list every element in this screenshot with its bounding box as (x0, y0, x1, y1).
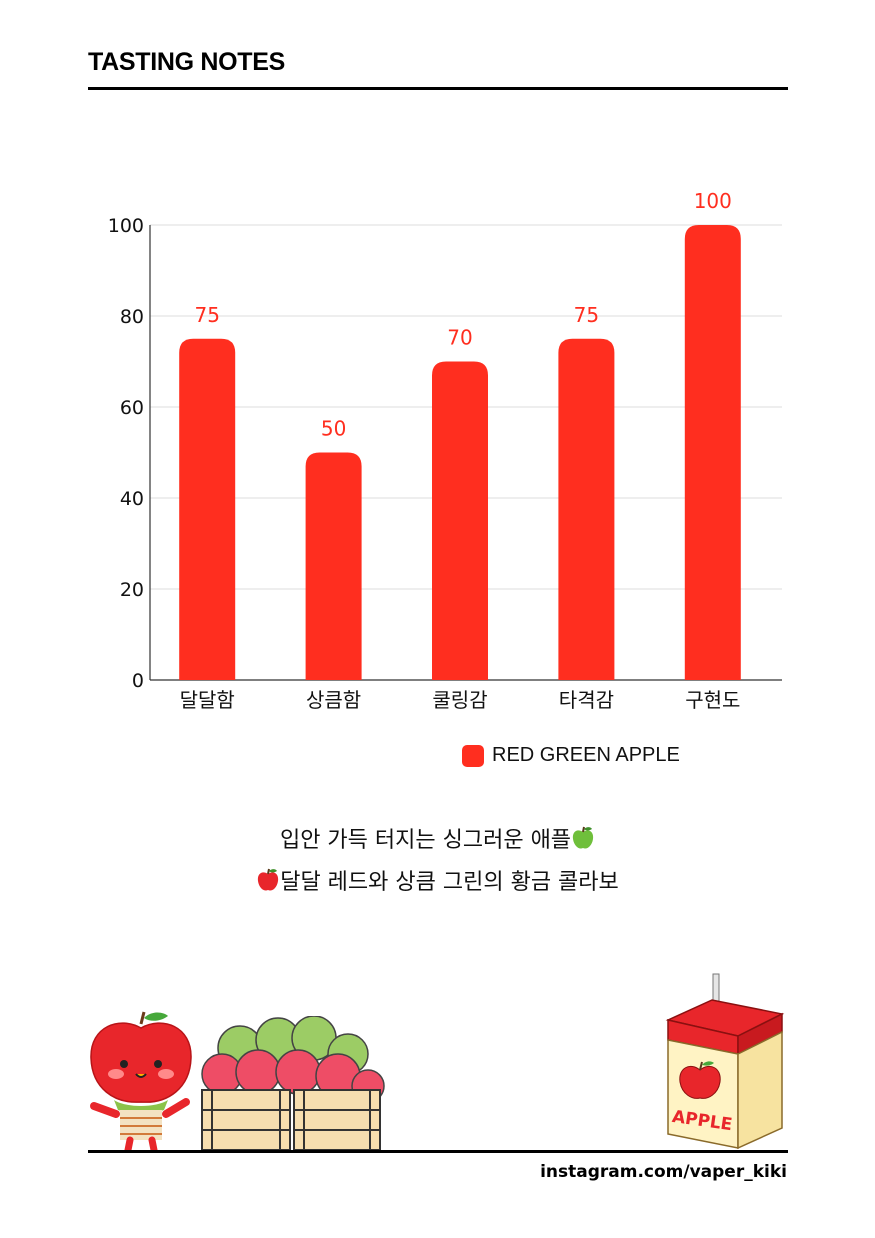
x-tick-label: 타격감 (559, 688, 614, 712)
data-label: 50 (321, 417, 346, 441)
bar (179, 338, 236, 680)
y-tick-label: 0 (132, 670, 144, 692)
caption-line-2: 달달 레드와 상큼 그린의 황금 콜라보 (0, 864, 875, 896)
x-tick-label: 쿨링감 (432, 688, 487, 712)
page-title: TASTING NOTES (88, 48, 286, 76)
caption-text-2: 달달 레드와 상큼 그린의 황금 콜라보 (280, 870, 619, 895)
footer-divider (88, 1150, 788, 1153)
bar (432, 361, 488, 680)
green-apple-icon (572, 826, 594, 849)
legend-swatch (462, 744, 484, 767)
y-tick-label: 40 (120, 488, 144, 510)
data-label: 75 (194, 303, 219, 327)
x-tick-label: 상큼함 (306, 688, 361, 712)
caption-text-1: 입안 가득 터지는 싱그러운 애플 (279, 828, 572, 853)
instagram-handle: instagram.com/vaper_kiki (540, 1162, 787, 1182)
bar (305, 452, 362, 680)
bar (558, 338, 615, 680)
apple-crate-illustration (201, 1016, 385, 1151)
apple-mascot-illustration (90, 1011, 192, 1152)
bar (684, 225, 741, 680)
x-tick-label: 구현도 (685, 688, 740, 712)
y-tick-label: 20 (120, 579, 144, 601)
y-tick-label: 60 (120, 397, 144, 419)
y-tick-label: 80 (120, 306, 144, 328)
caption-line-1: 입안 가득 터지는 싱그러운 애플 (0, 822, 875, 854)
legend-label: RED GREEN APPLE (492, 744, 680, 766)
header-divider (88, 87, 788, 90)
data-label: 100 (694, 189, 732, 213)
bar-chart: 0 20 40 60 80 100 75 달달함 50 상큼함 70 쿨링감 75 타격감 100 구현도 (108, 189, 782, 712)
data-label: 75 (574, 303, 599, 327)
x-tick-label: 달달함 (180, 688, 235, 712)
apple-juice-box-illustration: APPLE (665, 973, 785, 1150)
data-label: 70 (447, 326, 472, 350)
chart-legend: RED GREEN APPLE (462, 744, 680, 767)
y-tick-label: 100 (108, 215, 144, 237)
red-apple-icon (258, 868, 279, 891)
